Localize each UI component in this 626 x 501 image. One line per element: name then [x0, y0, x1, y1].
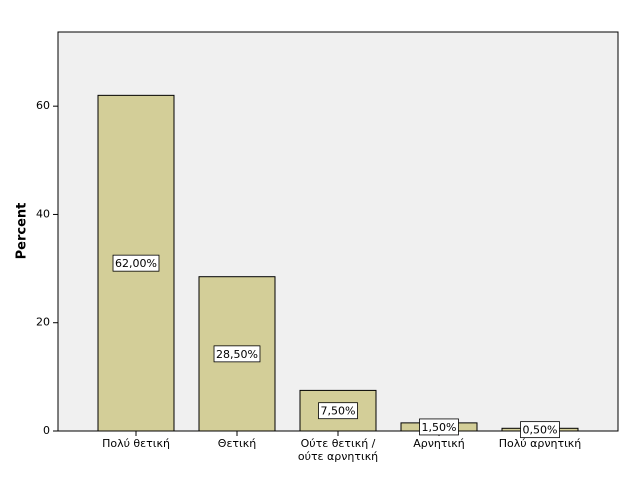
x-tick-label: Πολύ θετική — [102, 437, 170, 450]
y-tick-label: 60 — [36, 99, 50, 112]
x-tick-label: Πολύ αρνητική — [498, 437, 582, 450]
value-label: 28,50% — [216, 348, 258, 361]
value-label: 62,00% — [115, 257, 157, 270]
y-axis-label: Percent — [15, 203, 30, 260]
value-label-box — [419, 418, 459, 436]
value-label-box — [213, 345, 261, 363]
y-tick-label: 20 — [36, 316, 50, 329]
y-tick-label: 40 — [36, 207, 50, 220]
value-label: 1,50% — [422, 421, 457, 434]
value-label-box — [318, 402, 358, 420]
x-tick-label: Θετική — [217, 437, 257, 450]
value-label-box — [112, 254, 160, 272]
value-label: 7,50% — [321, 405, 356, 418]
value-label: 0,50% — [523, 424, 558, 437]
value-label-box — [520, 421, 560, 439]
x-tick-label: Ούτε θετική / ούτε αρνητική — [297, 437, 379, 463]
y-tick-label: 0 — [43, 424, 50, 437]
x-tick-label: Αρνητική — [413, 437, 465, 450]
